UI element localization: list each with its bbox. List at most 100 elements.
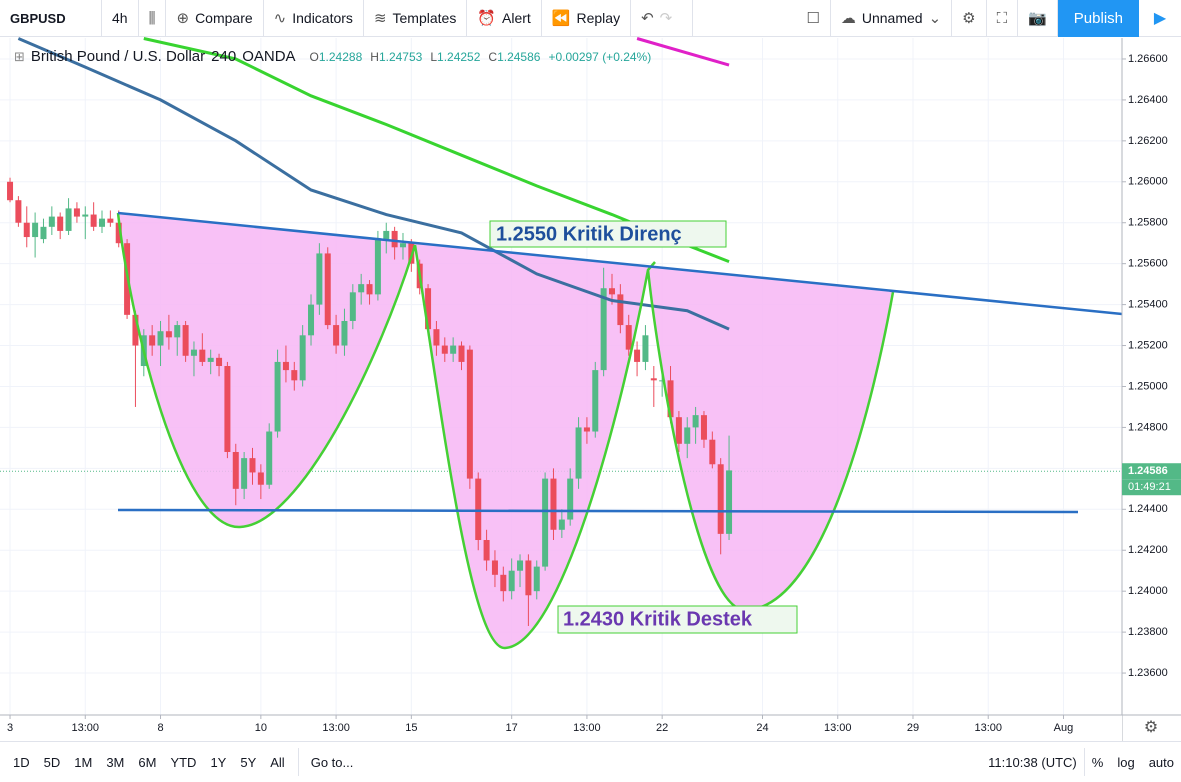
y-tick-label: 1.23800 xyxy=(1128,626,1168,638)
instrument: British Pound / U.S. Dollar xyxy=(30,48,206,65)
candle-body xyxy=(617,294,624,326)
x-tick-label: 24 xyxy=(756,722,768,734)
ohlc-item: C1.24586 xyxy=(488,50,540,64)
play-button[interactable]: ▶ xyxy=(1153,10,1167,27)
candle-body xyxy=(107,218,114,223)
range-button[interactable]: 1D xyxy=(13,754,30,770)
range-button[interactable]: 1M xyxy=(74,754,93,770)
legend: ⊞ British Pound / U.S. Dollar 240 OANDA … xyxy=(14,48,651,65)
indicators[interactable]: ∿ Indicators xyxy=(264,0,364,37)
settings[interactable]: ⚙ xyxy=(952,0,987,37)
templates[interactable]: ≋ Templates xyxy=(364,0,468,37)
annotation-box xyxy=(489,220,727,248)
candle-body xyxy=(525,560,532,596)
ohlc-value: 1.24288 xyxy=(318,49,363,64)
candle-body xyxy=(483,540,490,561)
candle-body xyxy=(23,222,30,238)
countdown-badge xyxy=(1122,479,1181,496)
auto[interactable]: auto xyxy=(1148,754,1174,770)
percent[interactable]: % xyxy=(1091,754,1104,770)
candle-body xyxy=(600,288,607,371)
candle-body xyxy=(165,331,172,338)
candle-body xyxy=(232,451,239,489)
annotation-box xyxy=(557,605,798,634)
publish-button[interactable]: Publish xyxy=(1057,0,1139,37)
label: Templates xyxy=(392,10,457,26)
layout-toggle[interactable]: ☐ xyxy=(796,0,831,37)
x-tick-label: 22 xyxy=(656,722,668,734)
time-axis xyxy=(0,715,1122,741)
y-tick-label: 1.25600 xyxy=(1128,258,1168,270)
candle-body xyxy=(675,417,682,444)
y-tick-label: 1.24200 xyxy=(1128,544,1168,556)
candle-body xyxy=(257,472,264,485)
range-button[interactable]: 5Y xyxy=(240,754,257,770)
x-tick-label: 13:00 xyxy=(824,722,852,734)
candle-body xyxy=(15,200,22,223)
axes: 1.26600 1.26400 1.26200 1.26000 1.25800 1.256… xyxy=(7,53,1181,734)
candle-body xyxy=(567,478,574,520)
compare[interactable]: ⊕ Compare xyxy=(166,0,264,37)
legend-icon[interactable]: ⊞ xyxy=(14,48,25,64)
goto[interactable]: Go to... xyxy=(310,754,354,770)
annotation: 1.2430 Kritik Destek xyxy=(563,608,753,630)
candle-body xyxy=(291,370,298,381)
replay[interactable]: ⏪ Replay xyxy=(542,0,632,37)
resistance-line xyxy=(117,211,1123,316)
candle-body xyxy=(40,226,47,240)
ohlc-item: H1.24753 xyxy=(370,50,422,64)
range-button[interactable]: 6M xyxy=(138,754,157,770)
candle-body xyxy=(475,478,482,541)
last-price-badge xyxy=(1122,463,1181,480)
candle-body xyxy=(399,243,406,248)
candle-body xyxy=(659,380,666,382)
y-tick-label: 1.24000 xyxy=(1128,585,1168,597)
log[interactable]: log xyxy=(1117,754,1135,770)
x-tick-label: 15 xyxy=(405,722,417,734)
candle-body xyxy=(282,361,289,371)
x-tick-label: 29 xyxy=(907,722,919,734)
moving-average xyxy=(636,37,730,67)
separator xyxy=(1083,748,1085,776)
range-button[interactable]: All xyxy=(270,754,285,770)
layout-name[interactable]: ☁ Unnamed ⌄ xyxy=(831,0,953,37)
x-tick-label: 10 xyxy=(255,722,267,734)
range-button[interactable]: 1Y xyxy=(210,754,227,770)
ranges: 1D 5D 1M 3M 6M YTD 1Y 5Y All xyxy=(0,755,298,770)
range-button[interactable]: 5D xyxy=(43,754,61,770)
alert[interactable]: ⏰ Alert xyxy=(467,0,542,37)
clock: 11:10:38 (UTC) xyxy=(988,754,1077,770)
candle-body xyxy=(692,415,699,428)
candle-body xyxy=(157,331,164,346)
candle-body xyxy=(241,458,248,489)
fullscreen[interactable]: ⛶ xyxy=(987,0,1019,37)
y-tick-label: 1.23600 xyxy=(1128,667,1168,679)
x-tick-label: 13:00 xyxy=(974,722,1002,734)
candle-body xyxy=(609,288,615,295)
x-tick-label: 8 xyxy=(157,722,163,734)
interval[interactable]: 4h xyxy=(102,0,139,37)
candle-body xyxy=(634,349,641,362)
candle-body xyxy=(132,314,139,346)
candle-body xyxy=(324,253,331,326)
y-tick-label: 1.25400 xyxy=(1128,299,1168,311)
candle-body xyxy=(592,370,599,432)
y-tick-label: 1.26600 xyxy=(1128,53,1168,65)
last-price-label: 1.24586 xyxy=(1128,465,1168,477)
range-button[interactable]: 3M xyxy=(106,754,125,770)
undo-redo[interactable]: ↶ ↷ xyxy=(631,0,694,37)
candle-body xyxy=(149,335,156,346)
bottom-bar: 1D 5D 1M 3M 6M YTD 1Y 5Y All Go to... 11:10:38 (… xyxy=(0,741,1181,782)
candle-body xyxy=(207,357,214,362)
x-tick-label: 3 xyxy=(7,722,13,734)
chart-style[interactable]: ⫼ xyxy=(139,0,167,37)
candle-body xyxy=(308,304,315,336)
candle-body xyxy=(700,415,707,440)
candle-body xyxy=(558,519,565,530)
candle-body xyxy=(650,378,657,381)
symbol[interactable]: GBPUSD xyxy=(0,0,102,37)
snapshot[interactable]: 📷 xyxy=(1018,0,1058,37)
range-button[interactable]: YTD xyxy=(170,754,197,770)
settings-icon[interactable]: ⚙ xyxy=(1144,719,1158,736)
candle-body xyxy=(190,349,197,356)
